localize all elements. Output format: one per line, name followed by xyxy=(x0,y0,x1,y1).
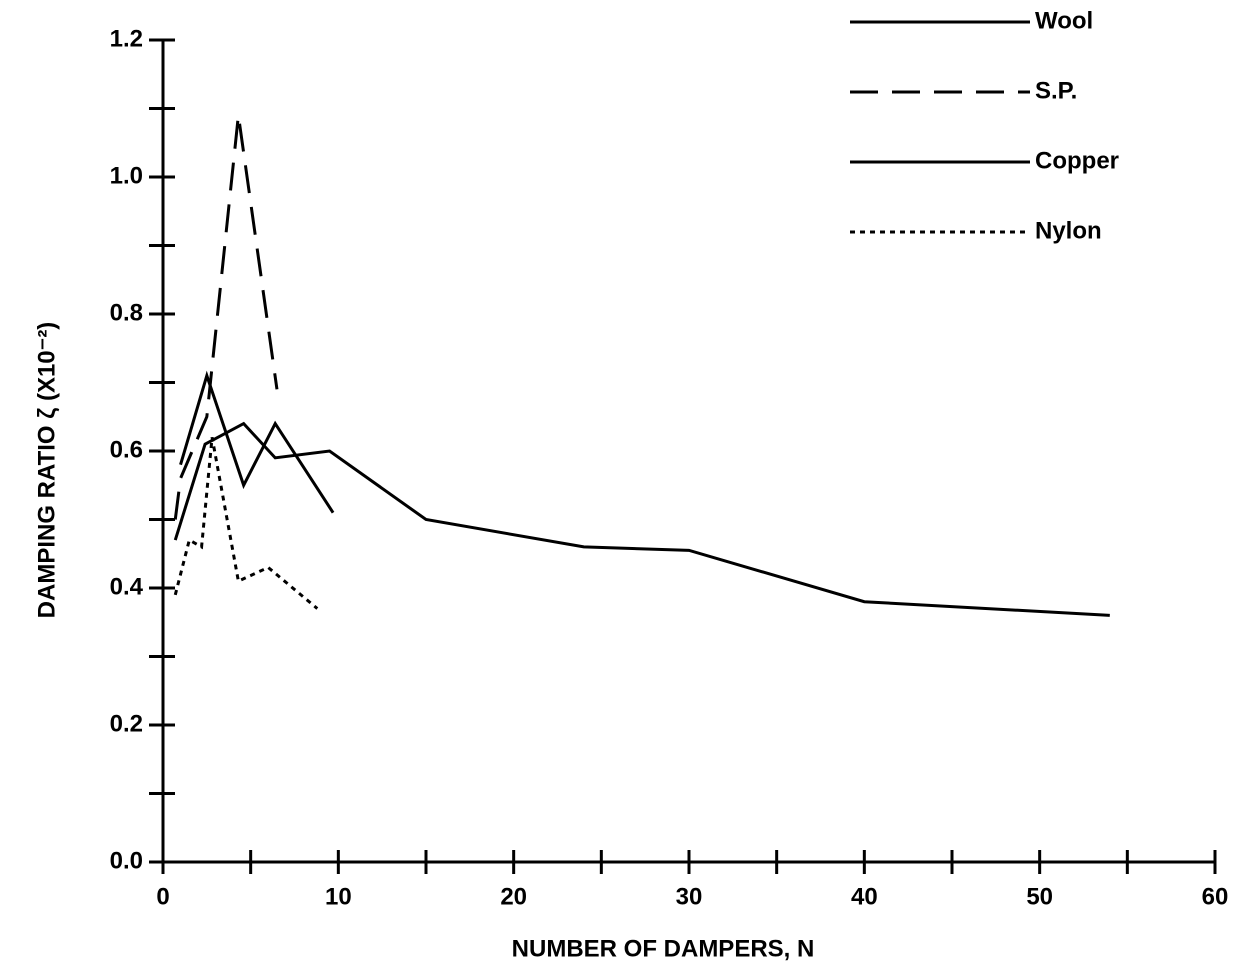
series-line xyxy=(173,437,319,610)
y-tick-label: 0.8 xyxy=(110,299,143,326)
legend-label: Nylon xyxy=(1035,217,1102,244)
y-tick-label: 1.2 xyxy=(110,25,143,52)
y-tick-label: 1.0 xyxy=(110,162,143,189)
y-tick-label: 0.6 xyxy=(110,436,143,463)
x-tick-label: 30 xyxy=(676,883,703,910)
y-tick-label: 0.2 xyxy=(110,710,143,737)
x-tick-label: 20 xyxy=(500,883,527,910)
x-tick-label: 10 xyxy=(325,883,352,910)
y-tick-label: 0.0 xyxy=(110,847,143,874)
legend-label: S.P. xyxy=(1035,77,1077,104)
series-line xyxy=(179,370,335,514)
legend-label: Wool xyxy=(1035,7,1093,34)
y-tick-label: 0.4 xyxy=(110,573,144,600)
series-line xyxy=(173,421,1110,617)
series-line xyxy=(173,115,279,520)
x-axis-label: NUMBER OF DAMPERS, N xyxy=(512,935,815,962)
x-tick-label: 0 xyxy=(156,883,169,910)
x-tick-label: 50 xyxy=(1026,883,1053,910)
y-axis-label: DAMPING RATIO ζ (X10⁻²) xyxy=(33,322,60,619)
x-tick-label: 40 xyxy=(851,883,878,910)
x-tick-label: 60 xyxy=(1202,883,1229,910)
legend-label: Copper xyxy=(1035,147,1119,174)
